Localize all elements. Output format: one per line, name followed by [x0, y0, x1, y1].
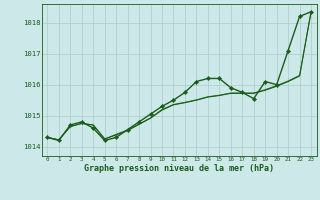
X-axis label: Graphe pression niveau de la mer (hPa): Graphe pression niveau de la mer (hPa): [84, 164, 274, 173]
